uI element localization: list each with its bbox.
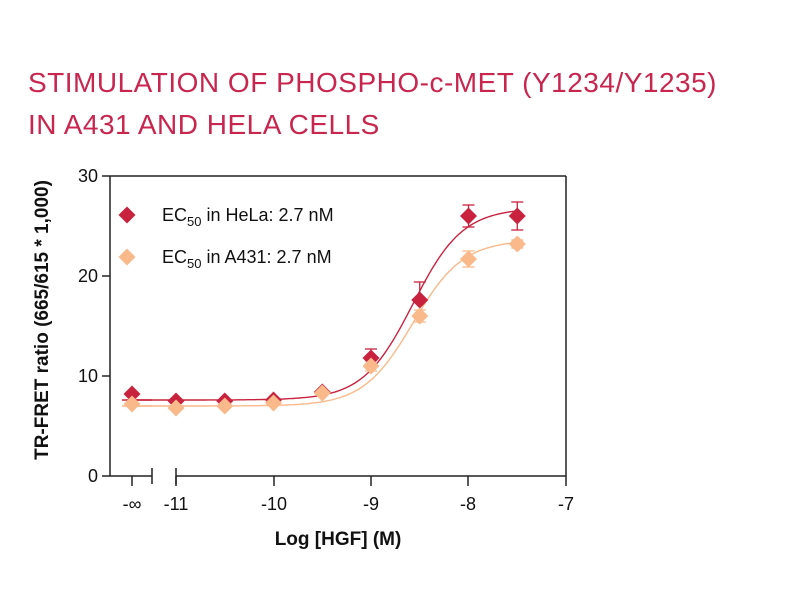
data-point-0-8: [508, 207, 526, 225]
fit-curve-1: [127, 241, 518, 407]
data-point-1-3: [265, 394, 282, 412]
y-tick-label-10: 10: [78, 366, 98, 386]
y-axis: 0 10 20 30: [78, 166, 110, 486]
legend-hela-rest: in HeLa: 2.7 nM: [201, 205, 333, 225]
chart-title-line-1: STIMULATION OF PHOSPHO-c-MET (Y1234/Y123…: [28, 67, 718, 98]
x-axis-label: Log [HGF] (M): [275, 529, 402, 550]
x-tick-label-neg9: -9: [363, 494, 379, 514]
data-point-1-0: [123, 395, 141, 413]
data-point-1-1: [167, 399, 185, 417]
legend-a431-sub: 50: [187, 256, 201, 271]
fit-curves: [122, 210, 518, 407]
x-axis: -∞ -11 -10 -9 -8 -7: [123, 476, 574, 514]
y-tick-label-0: 0: [88, 466, 98, 486]
data-point-1-2: [216, 397, 234, 415]
legend-marker-hela: [118, 206, 136, 224]
data-point-1-6: [411, 307, 429, 325]
data-point-1-7: [460, 250, 477, 268]
data-points: [123, 207, 526, 417]
chart-title-line-2: IN A431 AND HELA CELLS: [28, 109, 380, 140]
legend-hela-ec: EC: [162, 205, 187, 225]
fit-curve-0: [127, 210, 518, 401]
legend-label-hela: EC50 in HeLa: 2.7 nM: [162, 205, 334, 229]
x-tick-label-neg8: -8: [460, 494, 476, 514]
legend-marker-a431: [118, 248, 136, 266]
x-tick-label-neg11: -11: [164, 494, 189, 514]
legend: EC50 in HeLa: 2.7 nM EC50 in A431: 2.7 n…: [118, 205, 334, 271]
data-point-0-0: [123, 385, 141, 403]
data-point-1-5: [362, 357, 380, 375]
x-tick-label-neg-inf: -∞: [123, 494, 142, 514]
y-tick-label-30: 30: [78, 166, 98, 186]
y-axis-label: TR-FRET ratio (665/615 * 1,000): [32, 180, 53, 460]
x-tick-label-neg10: -10: [261, 494, 287, 514]
x-tick-label-neg7: -7: [558, 494, 574, 514]
data-point-0-6: [411, 291, 429, 309]
data-point-1-4: [313, 384, 331, 402]
legend-a431-rest: in A431: 2.7 nM: [201, 247, 331, 267]
data-point-1-8: [508, 235, 526, 253]
legend-a431-ec: EC: [162, 247, 187, 267]
legend-hela-sub: 50: [187, 214, 201, 229]
data-point-0-7: [460, 207, 477, 225]
chart-title: STIMULATION OF PHOSPHO-c-MET (Y1234/Y123…: [28, 62, 788, 146]
legend-label-a431: EC50 in A431: 2.7 nM: [162, 247, 332, 271]
error-bars: [365, 201, 524, 372]
y-tick-label-20: 20: [78, 266, 98, 286]
